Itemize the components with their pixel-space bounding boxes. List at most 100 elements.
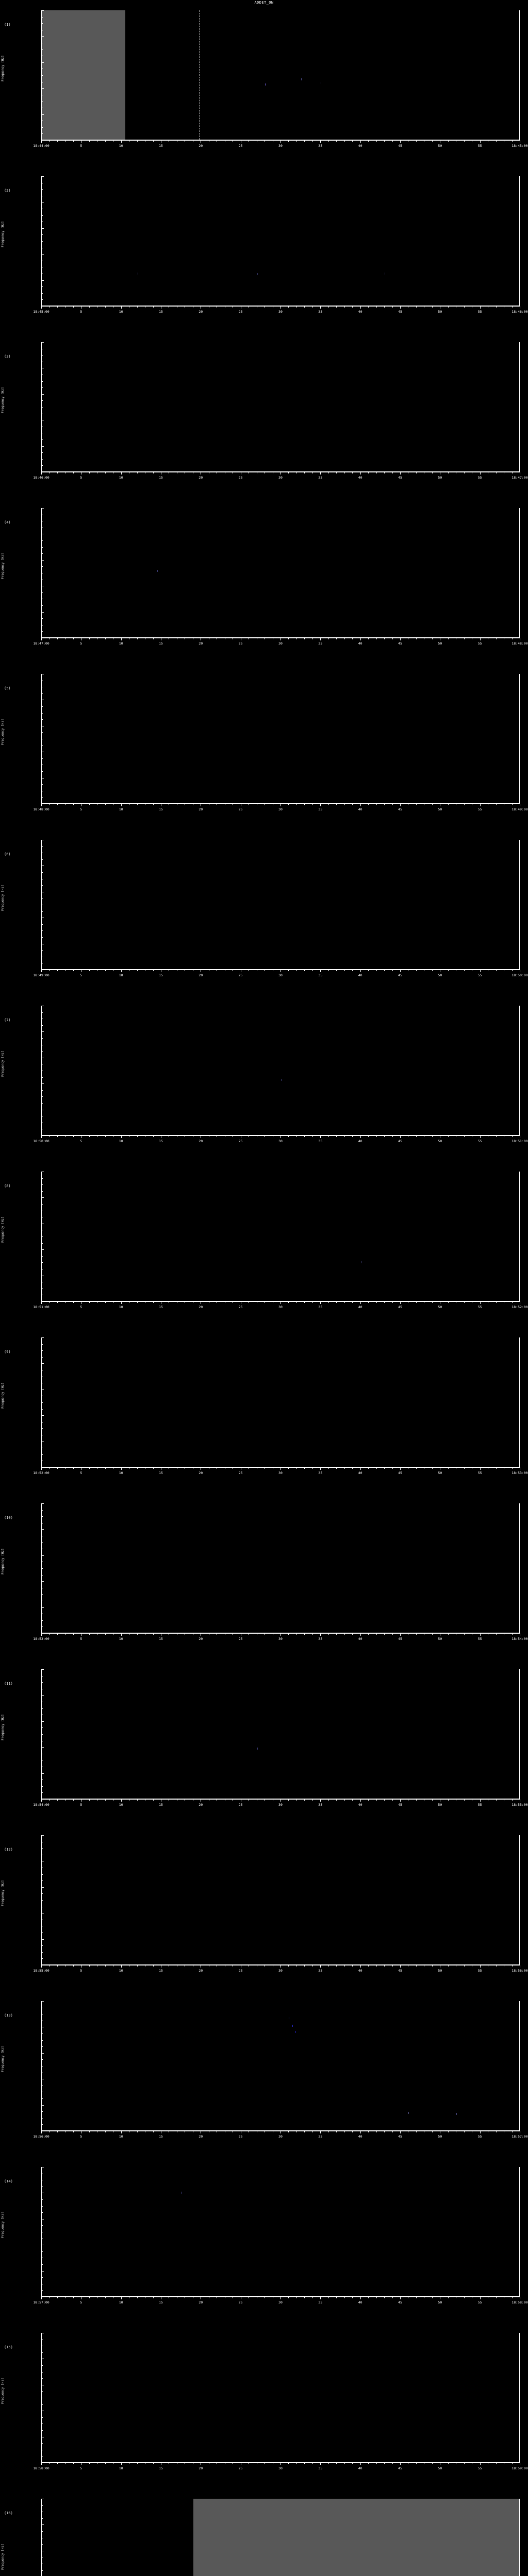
x-tick-label: 18:53:00 [33,1637,50,1641]
y-tick-minor [42,1204,43,1205]
x-tick-minor [57,1467,58,1469]
x-tick-minor [496,2463,497,2464]
y-tick-minor [42,1038,43,1039]
x-tick-minor [352,306,353,308]
y-tick-minor [42,2417,43,2418]
plot-area[interactable]: 02004006008001000 [41,1835,520,1965]
x-tick-minor [376,1136,377,1137]
x-tick-minor [512,1799,513,1801]
y-tick-minor [42,1191,43,1192]
y-tick-minor [42,937,43,938]
y-tick-minor [42,2040,43,2041]
x-tick-minor [464,1799,465,1801]
x-tick-minor [432,306,433,308]
y-tick-minor [42,846,43,847]
y-tick-minor [42,1077,43,1078]
y-tick-minor [42,784,43,785]
x-tick-minor [304,804,305,805]
x-tick-minor [344,140,345,142]
x-tick-mark [400,638,401,640]
x-tick-minor [368,2297,369,2298]
x-tick-minor [392,1136,393,1137]
x-tick-minor [73,638,74,639]
y-tick-minor [42,2570,43,2571]
x-tick-label: 18:44:00 [33,144,50,148]
plot-area[interactable]: 02004006008001000 [41,1669,520,1799]
plot-area[interactable]: 02004006008001000 [41,1172,520,1301]
x-tick-mark [41,2297,42,2299]
x-tick-minor [49,638,50,639]
x-tick-minor [448,1136,449,1137]
x-tick-minor [89,1799,90,1801]
x-tick-minor [49,1136,50,1137]
x-tick-minor [288,1467,289,1469]
x-tick-label: 45 [398,1637,402,1641]
y-tick-mark [42,560,44,561]
plot-area[interactable]: 02004006008001000 [41,674,520,804]
x-tick-label: 40 [358,1969,362,1973]
x-tick-mark [480,1467,481,1470]
x-tick-label: 25 [238,476,243,480]
y-tick-minor [42,2430,43,2431]
x-tick-minor [344,804,345,805]
y-tick-minor [42,713,43,714]
x-tick-label: 55 [477,973,482,977]
plot-area[interactable]: 02004006008001000 [41,2001,520,2131]
y-tick-mark [42,280,44,281]
x-tick-label: 25 [238,1139,243,1143]
x-tick-label: 40 [358,2300,362,2304]
plot-area[interactable]: 02004006008001000 [41,176,520,306]
x-tick-minor [304,1799,305,1801]
x-tick-minor [89,1467,90,1469]
panel-number-label: (2) [4,189,11,193]
x-tick-label: 20 [199,807,203,811]
plot-area[interactable]: 02004006008001000 [41,342,520,472]
y-tick-minor [42,2033,43,2034]
plot-area[interactable]: 02004006008001000 [41,508,520,638]
panel-number-label: (8) [4,1184,11,1188]
x-tick-minor [352,638,353,639]
plot-area[interactable]: 02004006008001000 [41,840,520,970]
panel-number-label: (3) [4,354,11,359]
x-tick-label: 40 [358,1139,362,1143]
x-tick-mark [360,1799,361,1802]
x-tick-label: 25 [238,310,243,314]
plot-area[interactable]: 02004006008001000 [41,2167,520,2297]
x-tick-mark [360,472,361,474]
x-tick-minor [296,804,297,805]
y-tick-mark [42,176,44,177]
y-tick-minor [42,631,43,632]
x-tick-minor [416,1136,417,1137]
x-tick-minor [496,1799,497,1801]
x-tick-label: 18:50:00 [33,1139,50,1143]
x-tick-minor [328,1965,329,1967]
x-tick-label: 40 [358,1637,362,1641]
spectrogram-panel-2: (2)Frequency [Hz]0200400600800100018:45:… [0,170,528,336]
x-tick-minor [73,2463,74,2464]
x-tick-label: 35 [318,144,323,148]
x-tick-minor [496,638,497,639]
x-tick-label: 15 [159,310,163,314]
plot-area[interactable]: 02004006008001000 [41,2333,520,2463]
x-axis: 18:54:00 5 10 15 20 25 30 35 40 45 50 55 18:55:00 [33,1799,528,1807]
x-tick-minor [352,2131,353,2132]
x-tick-minor [57,1633,58,1635]
x-tick-minor [432,804,433,805]
x-tick-minor [384,2297,385,2298]
plot-area[interactable]: 02004006008001000 [41,2499,520,2576]
plot-area[interactable]: 02004006008001000 [41,1503,520,1633]
x-tick-minor [336,1965,337,1967]
x-tick-minor [49,306,50,308]
y-tick-minor [42,1103,43,1104]
x-tick-minor [296,638,297,639]
plot-area[interactable]: 02004006008001000 [41,1337,520,1467]
x-tick-mark [480,638,481,640]
y-tick-minor [42,2059,43,2060]
y-tick-mark [42,1607,44,1608]
spectrogram-panel-11: (11)Frequency [Hz]0200400600800100018:54… [0,1663,528,1829]
x-tick-minor [328,1633,329,1635]
plot-area[interactable]: 02004006008001000 [41,1006,520,1136]
x-tick-minor [392,638,393,639]
plot-area[interactable]: 02004006008001000 [41,10,520,140]
x-tick-minor [49,2131,50,2132]
